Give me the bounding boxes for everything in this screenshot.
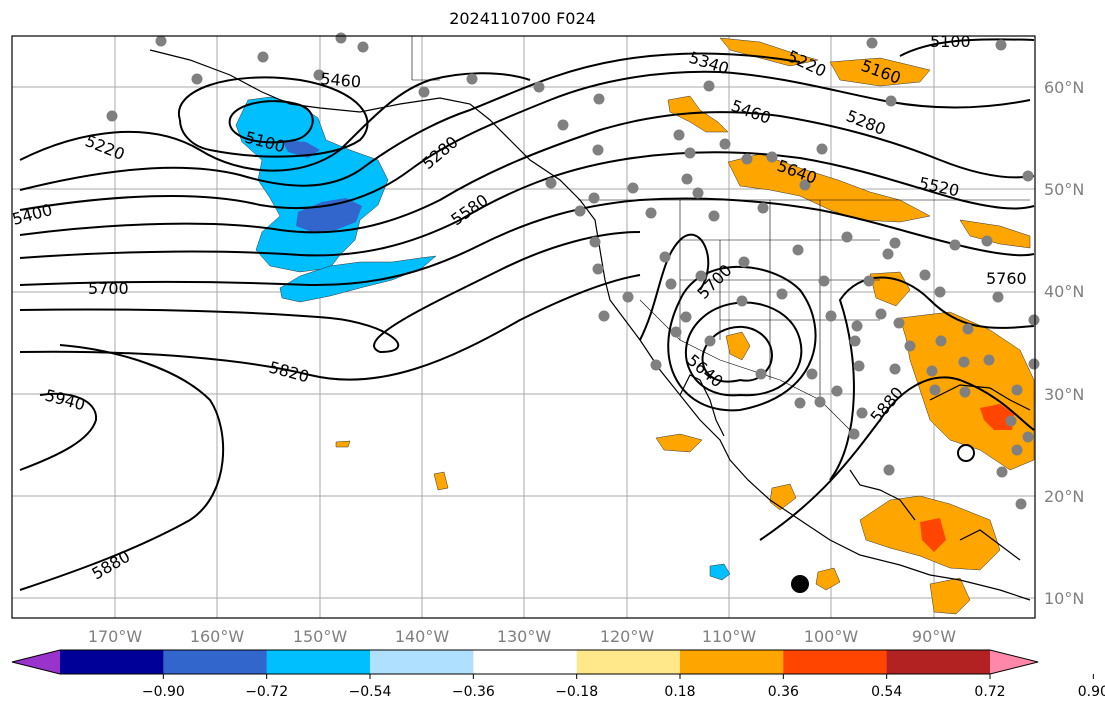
colorbar-tick-label: −0.36 [452,684,495,700]
colorbar [11,649,1039,675]
lat-label: 60°N [1044,78,1084,97]
height-contours [19,38,1035,591]
lon-label: 170°W [88,627,143,646]
colorbar-extend-high [990,650,1038,674]
colorbar-tick-labels: −0.90 −0.72 −0.54 −0.36 −0.18 0.18 0.36 0.54 0.7… [142,674,1105,700]
colorbar-tick-label: −0.72 [245,684,288,700]
colorbar-segment [783,650,888,674]
colorbar-outline [11,649,1039,675]
longitude-labels: 170°W 160°W 150°W 140°W 130°W 120°W 110°… [88,627,956,646]
lat-label: 10°N [1044,589,1084,608]
colorbar-extend-low [12,650,60,674]
lon-label: 100°W [804,627,859,646]
political-borders [411,36,1030,431]
colorbar-tick-label: 0.72 [974,684,1005,700]
lon-label: 110°W [702,627,757,646]
contour-label: 5100 [930,32,971,51]
lon-label: 140°W [395,627,450,646]
storm-center-marker [791,575,809,593]
colorbar-tick-label: −0.90 [142,684,185,700]
map-frame [11,35,1036,619]
colorbar-tick-label: 0.36 [768,684,799,700]
lon-label: 130°W [497,627,552,646]
lon-label: 120°W [600,627,655,646]
lat-label: 20°N [1044,487,1084,506]
latitude-labels: 60°N 50°N 40°N 30°N 20°N 10°N [1044,78,1084,608]
map-title: 2024110700 F024 [449,9,596,28]
contour-label: 5700 [88,279,129,298]
lat-label: 40°N [1044,282,1084,301]
colorbar-tick-label: 0.90 [1078,684,1105,700]
station-markers [106,32,1040,510]
lat-label: 30°N [1044,385,1084,404]
contour-label: 5460 [320,69,362,91]
colorbar-segment [60,650,164,674]
colorbar-tick-label: −0.18 [555,684,598,700]
colorbar-segment [473,650,578,674]
lon-label: 90°W [912,627,956,646]
colorbar-segment [886,650,991,674]
coastlines [149,49,1031,601]
colorbar-tick-label: −0.54 [349,684,392,700]
colorbar-segment [266,650,371,674]
contour-label: 5760 [986,269,1027,288]
colorbar-segment [163,650,268,674]
colorbar-tick-label: 0.18 [664,684,695,700]
colorbar-segment [576,650,681,674]
lat-label: 50°N [1044,180,1084,199]
colorbar-segment [680,650,784,674]
colorbar-segment [370,650,474,674]
lon-label: 160°W [190,627,245,646]
lon-label: 150°W [293,627,348,646]
colorbar-tick-label: 0.54 [871,684,902,700]
